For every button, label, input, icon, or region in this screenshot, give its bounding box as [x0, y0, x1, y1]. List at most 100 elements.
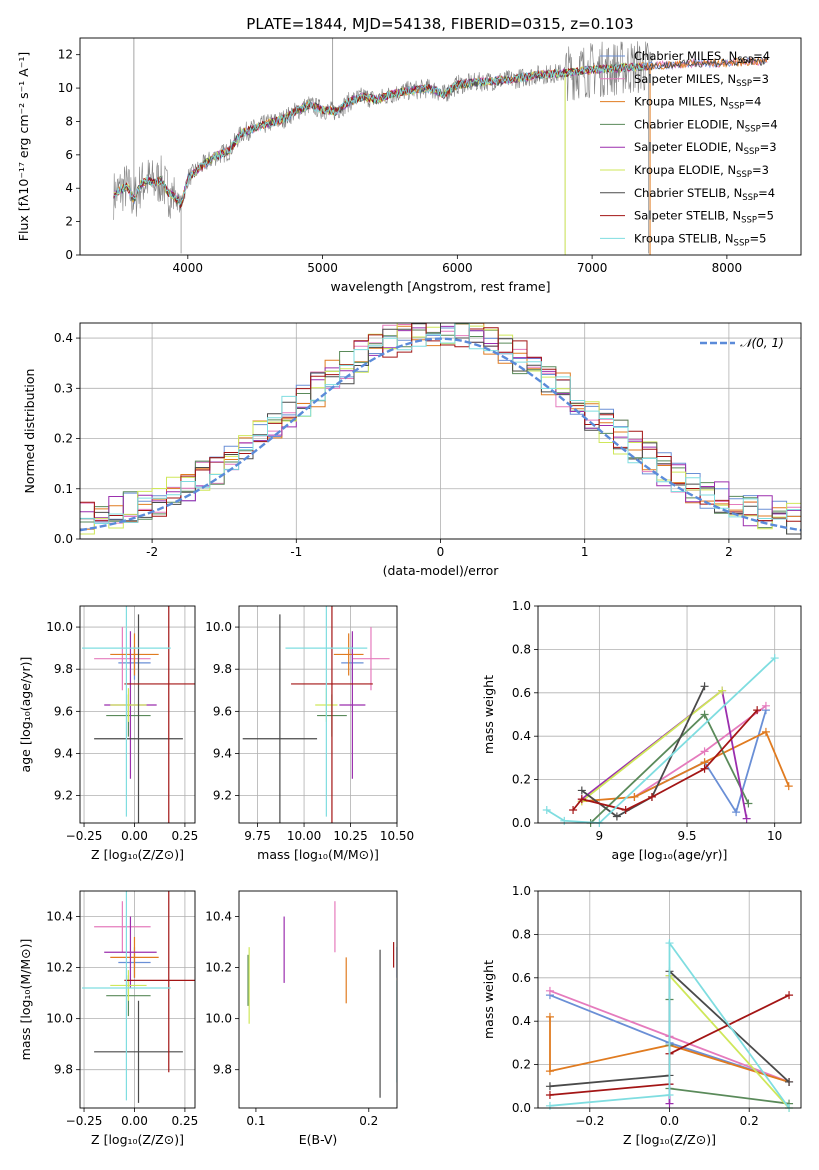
model-line-kroupa-stelib	[113, 61, 646, 207]
y-tick-label: 0.1	[54, 482, 73, 496]
x-tick-label: 0.25	[172, 1114, 199, 1128]
weight-marker-kroupa-miles	[545, 1012, 554, 1021]
axes-frame	[537, 605, 802, 824]
y-tick-label: 0.2	[54, 432, 73, 446]
weight-marker-kroupa-stelib	[545, 1101, 554, 1110]
y-tick-label: 0.2	[512, 1058, 531, 1072]
weight-marker-salpeter-stelib	[577, 795, 586, 804]
weight-marker-chabrier-elodie	[700, 710, 709, 719]
x-tick-label: 10.00	[287, 829, 321, 843]
axes-frame	[79, 37, 802, 256]
weight-marker-salpeter-miles	[545, 986, 554, 995]
axes-frame	[238, 605, 398, 824]
massweight-vs-age-panel: 9 9.5 10 0.0 0.2 0.4 0.6 0.8 1.0 age [log₁₀(age/y…	[481, 599, 802, 862]
weight-marker-salpeter-miles	[700, 747, 709, 756]
weight-line-kroupa-elodie	[668, 974, 790, 1109]
x-tick-label: 9.75	[244, 829, 271, 843]
weight-marker-salpeter-stelib	[621, 805, 630, 814]
legend-label-gaussian: 𝒩(0, 1)	[740, 336, 784, 350]
y-tick-label: 0.0	[54, 532, 73, 546]
x-tick-label: 8000	[712, 261, 743, 275]
y-tick-label: 10.2	[205, 961, 232, 975]
weight-line-kroupa-miles	[549, 1016, 790, 1083]
y-tick-label: 0.4	[512, 1014, 531, 1028]
x-tick-label: 2	[725, 545, 733, 559]
x-tick-label: 7000	[577, 261, 608, 275]
y-tick-label: 9.8	[54, 662, 73, 676]
spectrum-legend: Chabrier MILES, NSSP=4 Salpeter MILES, NS…	[600, 49, 778, 248]
y-tick-label: 9.8	[213, 1063, 232, 1077]
weight-marker-kroupa-stelib	[560, 816, 569, 825]
y-axis-label: Flux [fλ10⁻¹⁷ erg cm⁻² s⁻¹ A⁻¹]	[16, 52, 31, 241]
x-axis-label: wavelength [Angstrom, rest frame]	[330, 279, 550, 294]
x-tick-label: 0.1	[246, 1114, 265, 1128]
y-tick-label: 0.4	[512, 729, 531, 743]
y-tick-label: 10.0	[46, 1012, 73, 1026]
legend-label-chabrier-elodie: Chabrier ELODIE, NSSP=4	[634, 117, 778, 134]
legend-label-chabrier-miles: Chabrier MILES, NSSP=4	[634, 49, 770, 66]
y-tick-label: 0.0	[512, 1101, 531, 1115]
x-axis-label: Z [log₁₀(Z/Z⊙)]	[623, 1132, 716, 1147]
y-tick-label: 9.2	[213, 789, 232, 803]
weight-marker-salpeter-miles	[761, 701, 770, 710]
y-axis-label: mass weight	[481, 960, 496, 1039]
y-tick-label: 10.0	[46, 620, 73, 634]
y-tick-label: 1.0	[512, 599, 531, 613]
weight-marker-salpeter-stelib	[647, 792, 656, 801]
x-tick-label: 0.2	[740, 1114, 759, 1128]
figure-title: PLATE=1844, MJD=54138, FIBERID=0315, z=0…	[246, 15, 633, 33]
weight-marker-salpeter-stelib	[700, 764, 709, 773]
weight-line-kroupa-stelib	[546, 657, 776, 824]
x-tick-label: −0.25	[66, 1114, 103, 1128]
x-tick-label: 10.25	[333, 829, 367, 843]
x-axis-label: E(B-V)	[299, 1132, 338, 1147]
x-tick-label: 1	[581, 545, 589, 559]
y-tick-label: 10	[58, 81, 73, 95]
x-tick-label: −0.25	[66, 829, 103, 843]
y-tick-label: 9.8	[54, 1063, 73, 1077]
weight-marker-salpeter-elodie	[665, 1099, 674, 1108]
weight-marker-salpeter-elodie	[742, 814, 751, 823]
weight-marker-chabrier-stelib	[700, 682, 709, 691]
mass-vs-Z-panel: −0.25 0.00 0.25 9.8 10.0 10.2 10.4 Z [log₁₀(Z/Z…	[18, 890, 199, 1147]
x-tick-label: 0.0	[660, 1114, 679, 1128]
axes-frame	[79, 605, 196, 824]
axes-frame	[79, 322, 802, 540]
weight-marker-kroupa-stelib	[665, 939, 674, 948]
x-tick-label: −0.2	[575, 1114, 604, 1128]
model-line-chabrier-stelib	[113, 55, 768, 209]
x-tick-label: 6000	[442, 261, 473, 275]
histogram-salpeter-elodie	[80, 323, 801, 527]
weight-marker-kroupa-elodie	[718, 686, 727, 695]
x-tick-label: 9.5	[677, 829, 696, 843]
y-axis-label: mass weight	[481, 675, 496, 754]
weight-marker-kroupa-miles	[761, 727, 770, 736]
x-tick-label: 10	[767, 829, 782, 843]
y-axis-label: age [log₁₀(age/yr)]	[18, 657, 33, 773]
weight-marker-chabrier-miles	[732, 808, 741, 817]
weight-marker-kroupa-stelib	[665, 1090, 674, 1099]
y-tick-label: 0.8	[512, 642, 531, 656]
x-axis-label: Z [log₁₀(Z/Z⊙)]	[91, 1132, 184, 1147]
weight-marker-salpeter-stelib	[785, 991, 794, 1000]
x-axis-label: (data-model)/error	[383, 563, 500, 578]
weight-marker-chabrier-stelib	[612, 812, 621, 821]
weight-marker-chabrier-elodie	[744, 799, 753, 808]
y-tick-label: 0.6	[512, 971, 531, 985]
y-tick-label: 9.8	[213, 662, 232, 676]
x-tick-label: 0.2	[359, 1114, 378, 1128]
weight-marker-chabrier-stelib	[545, 1082, 554, 1091]
y-tick-label: 8	[65, 114, 73, 128]
y-tick-label: 9.6	[54, 704, 73, 718]
weight-marker-salpeter-stelib	[753, 706, 762, 715]
age-vs-Z-panel: −0.25 0.00 0.25 9.2 9.4 9.6 9.8 10.0 Z [log₁₀(Z/…	[18, 605, 199, 862]
weight-line-kroupa-stelib	[549, 940, 790, 1109]
x-tick-label: 0.25	[172, 829, 199, 843]
y-tick-label: 10.0	[205, 1012, 232, 1026]
x-tick-label: 10.50	[380, 829, 414, 843]
histogram-chabrier-stelib	[80, 323, 801, 535]
y-tick-label: 10.4	[205, 910, 232, 924]
y-tick-label: 0.8	[512, 927, 531, 941]
x-tick-label: -1	[290, 545, 302, 559]
x-axis-label: age [log₁₀(age/yr)]	[612, 847, 728, 862]
